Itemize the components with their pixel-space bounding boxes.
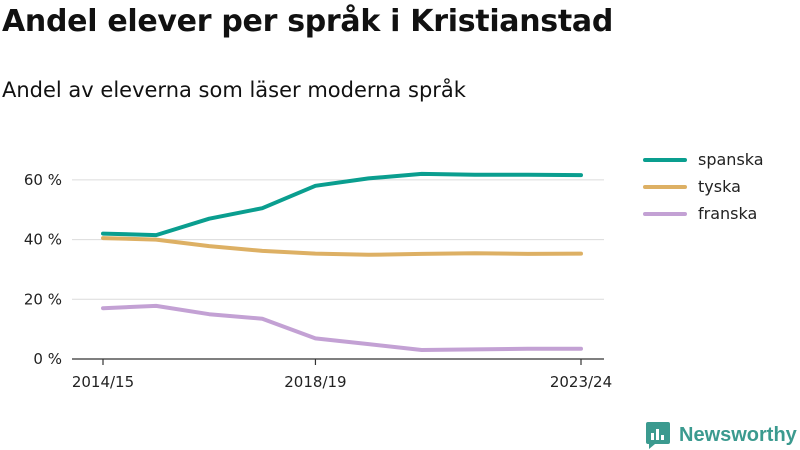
series-line-spanska bbox=[101, 171, 583, 238]
legend-label: tyska bbox=[698, 177, 741, 196]
x-tick-label: 2023/24 bbox=[550, 373, 612, 391]
y-tick-label: 40 % bbox=[24, 231, 62, 249]
legend-label: franska bbox=[698, 204, 757, 223]
x-tick-label: 2018/19 bbox=[284, 373, 346, 391]
chart-title: Andel elever per språk i Kristianstad bbox=[2, 4, 614, 39]
legend-label: spanska bbox=[698, 150, 764, 169]
series-line-franska bbox=[101, 303, 583, 352]
brand-name: Newsworthy bbox=[679, 423, 797, 446]
y-tick-label: 60 % bbox=[24, 171, 62, 189]
series-line-tyska bbox=[101, 236, 583, 257]
x-tick-label: 2014/15 bbox=[72, 373, 134, 391]
y-tick-label: 0 % bbox=[33, 350, 62, 368]
y-tick-label: 20 % bbox=[24, 290, 62, 308]
brand-logo: Newsworthy bbox=[645, 420, 797, 450]
chart-subtitle: Andel av eleverna som läser moderna språ… bbox=[2, 78, 466, 102]
newsworthy-logo-icon bbox=[646, 422, 670, 449]
